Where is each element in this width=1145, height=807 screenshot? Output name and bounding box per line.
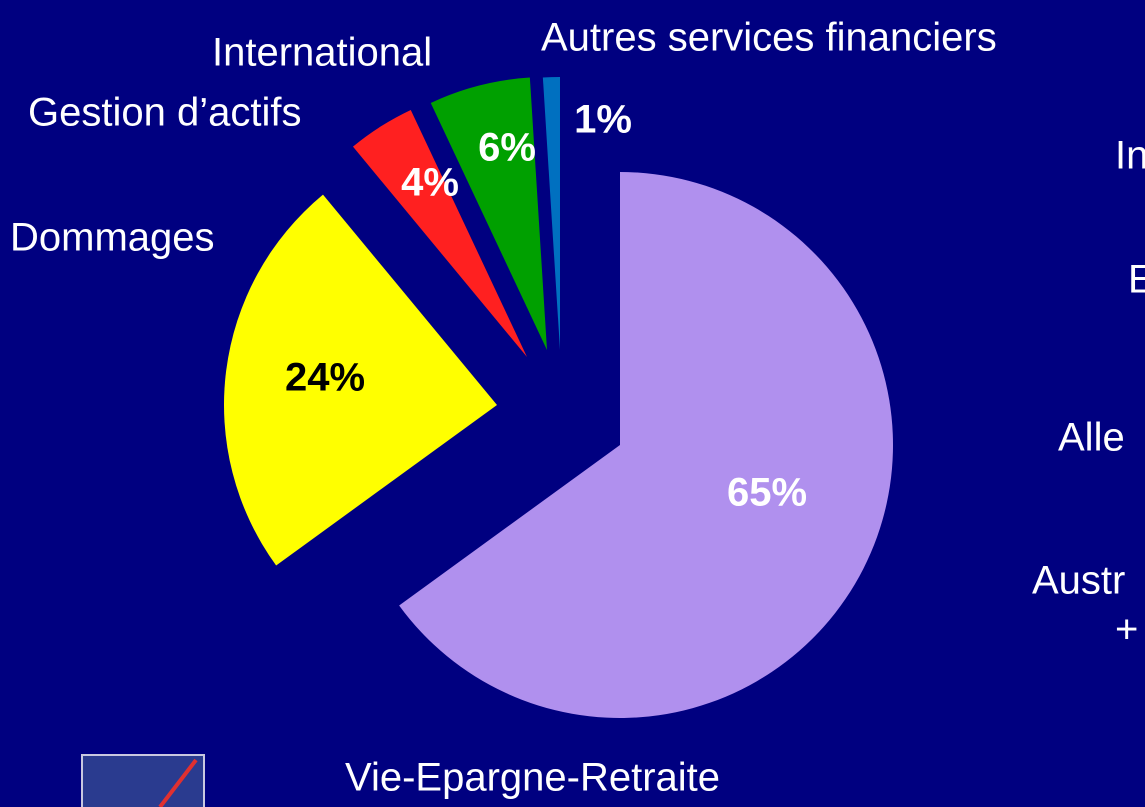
side-label: In: [1115, 134, 1145, 178]
pie-slice: [399, 172, 893, 718]
side-label: Alle: [1058, 416, 1125, 460]
side-label: Austr: [1032, 559, 1125, 603]
category-label: Vie-Epargne-Retraite: [345, 756, 720, 800]
pie-slice: [352, 109, 527, 358]
side-label: +: [1115, 608, 1138, 652]
value-label: 6%: [478, 126, 536, 170]
value-label: 24%: [285, 356, 365, 400]
value-label: 4%: [401, 161, 459, 205]
side-label: E: [1128, 258, 1145, 302]
category-label: Gestion d’actifs: [28, 91, 301, 135]
logo: [81, 754, 205, 807]
logo-box: [81, 754, 205, 807]
category-label: Dommages: [10, 216, 215, 260]
logo-slash: [158, 758, 198, 807]
category-label: Autres services financiers: [541, 16, 997, 60]
pie-slice: [430, 77, 547, 351]
value-label: 65%: [727, 471, 807, 515]
pie-slice: [224, 194, 497, 566]
pie-slice: [542, 77, 560, 350]
value-label: 1%: [574, 98, 632, 142]
category-label: International: [212, 31, 432, 75]
